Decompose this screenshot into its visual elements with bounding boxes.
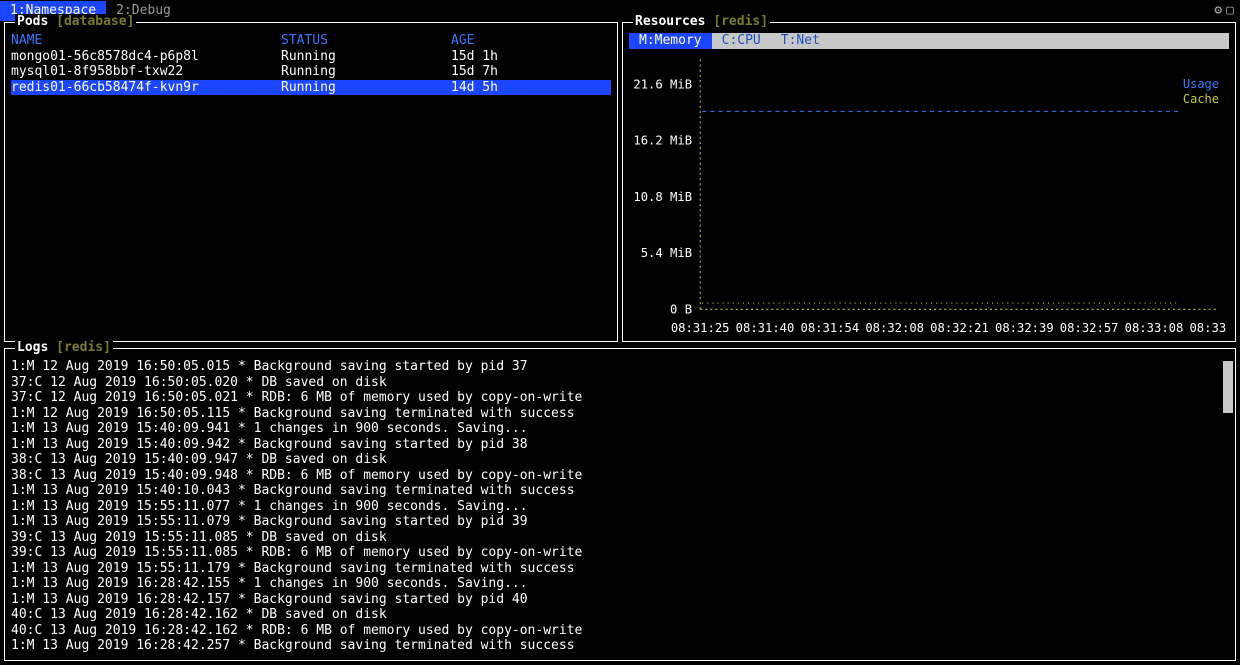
cell-age: 15d 7h [451,64,611,80]
gear-icon[interactable]: ⚙ [1214,3,1222,19]
svg-text:16.2 MiB: 16.2 MiB [633,133,692,147]
cell-name: mongo01-56c8578dc4-p6p8l [11,49,281,65]
log-line: 40:C 13 Aug 2019 16:28:42.162 * DB saved… [11,607,1229,623]
logs-title: Logs [redis] [15,340,113,356]
resources-panel: Resources [redis] M:MemoryC:CPUT:Net Usa… [622,22,1236,342]
cell-age: 14d 5h [451,80,611,96]
memory-chart: Usage Cache 0 B 5.4 MiB 10.8 MiB 16.2 MiB 21… [629,49,1229,338]
log-line: 1:M 13 Aug 2019 16:28:42.257 * Backgroun… [11,638,1229,654]
svg-text:08:31:54: 08:31:54 [801,320,860,334]
svg-text:10.8 MiB: 10.8 MiB [633,189,692,203]
pods-title-label: Pods [17,14,48,29]
svg-text:08:32:39: 08:32:39 [995,320,1054,334]
resources-tab-c[interactable]: C:CPU [712,33,771,49]
svg-text:5.4 MiB: 5.4 MiB [641,246,692,260]
square-icon[interactable]: ▢ [1226,3,1234,19]
log-line: 38:C 13 Aug 2019 15:40:09.948 * RDB: 6 M… [11,468,1229,484]
log-line: 40:C 13 Aug 2019 16:28:42.162 * RDB: 6 M… [11,623,1229,639]
log-line: 1:M 12 Aug 2019 16:50:05.115 * Backgroun… [11,406,1229,422]
log-line: 1:M 13 Aug 2019 16:28:42.157 * Backgroun… [11,592,1229,608]
cell-name: mysql01-8f958bbf-txw22 [11,64,281,80]
log-line: 37:C 12 Aug 2019 16:50:05.020 * DB saved… [11,375,1229,391]
col-header-name: NAME [11,33,281,49]
pods-panel: Pods [database] NAME STATUS AGE mongo01-… [4,22,618,342]
log-line: 1:M 13 Aug 2019 16:28:42.155 * 1 changes… [11,576,1229,592]
logs-scrollbar[interactable] [1223,361,1233,413]
resources-title: Resources [redis] [633,14,770,30]
logs-title-label: Logs [17,340,48,355]
pods-table: NAME STATUS AGE mongo01-56c8578dc4-p6p8l… [5,23,617,101]
svg-text:08:32:21: 08:32:21 [930,320,989,334]
log-line: 1:M 13 Aug 2019 15:55:11.079 * Backgroun… [11,514,1229,530]
resources-title-label: Resources [635,14,705,29]
svg-text:08:32:57: 08:32:57 [1060,320,1119,334]
svg-text:08:33:20: 08:33:20 [1189,320,1229,334]
pods-title-context: [database] [56,14,134,29]
log-line: 1:M 13 Aug 2019 15:40:09.941 * 1 changes… [11,421,1229,437]
legend-cache: Cache [1183,92,1219,108]
table-row[interactable]: mongo01-56c8578dc4-p6p8lRunning15d 1h [11,49,611,65]
svg-text:21.6 MiB: 21.6 MiB [633,77,692,91]
upper-split: Pods [database] NAME STATUS AGE mongo01-… [0,22,1240,342]
logs-panel: Logs [redis] 1:M 12 Aug 2019 16:50:05.01… [4,348,1236,661]
logs-title-context: [redis] [56,340,111,355]
log-line: 37:C 12 Aug 2019 16:50:05.021 * RDB: 6 M… [11,390,1229,406]
resources-tab-m[interactable]: M:Memory [629,33,712,49]
cell-status: Running [281,49,451,65]
log-line: 1:M 12 Aug 2019 16:50:05.015 * Backgroun… [11,359,1229,375]
cell-name: redis01-66cb58474f-kvn9r [11,80,281,96]
app-root: 1:Namespace 2:Debug ⚙ ▢ Pods [database] … [0,0,1240,665]
svg-text:08:33:08: 08:33:08 [1125,320,1184,334]
svg-text:08:32:08: 08:32:08 [865,320,924,334]
col-header-status: STATUS [281,33,451,49]
log-line: 38:C 13 Aug 2019 15:40:09.947 * DB saved… [11,452,1229,468]
svg-text:0 B: 0 B [670,302,692,316]
log-line: 1:M 13 Aug 2019 15:55:11.179 * Backgroun… [11,561,1229,577]
svg-text:08:31:40: 08:31:40 [736,320,795,334]
cell-status: Running [281,64,451,80]
resources-title-context: [redis] [713,14,768,29]
log-line: 1:M 13 Aug 2019 15:40:09.942 * Backgroun… [11,437,1229,453]
log-line: 1:M 13 Aug 2019 15:55:11.077 * 1 changes… [11,499,1229,515]
resources-tab-t[interactable]: T:Net [771,33,830,49]
sysicons: ⚙ ▢ [1214,3,1240,19]
log-line: 39:C 13 Aug 2019 15:55:11.085 * DB saved… [11,530,1229,546]
top-tabbar: 1:Namespace 2:Debug ⚙ ▢ [0,0,1240,22]
legend-usage: Usage [1183,77,1219,93]
pods-header: NAME STATUS AGE [11,33,611,49]
col-header-age: AGE [451,33,611,49]
svg-text:08:31:25: 08:31:25 [671,320,730,334]
log-line: 39:C 13 Aug 2019 15:55:11.085 * RDB: 6 M… [11,545,1229,561]
chart-legend: Usage Cache [1183,77,1219,108]
pods-title: Pods [database] [15,14,136,30]
cell-status: Running [281,80,451,96]
log-line: 1:M 13 Aug 2019 15:40:10.043 * Backgroun… [11,483,1229,499]
resources-tabs: M:MemoryC:CPUT:Net [629,33,1229,49]
table-row[interactable]: mysql01-8f958bbf-txw22Running15d 7h [11,64,611,80]
table-row[interactable]: redis01-66cb58474f-kvn9rRunning14d 5h [11,80,611,96]
cell-age: 15d 1h [451,49,611,65]
logs-content[interactable]: 1:M 12 Aug 2019 16:50:05.015 * Backgroun… [5,349,1235,660]
